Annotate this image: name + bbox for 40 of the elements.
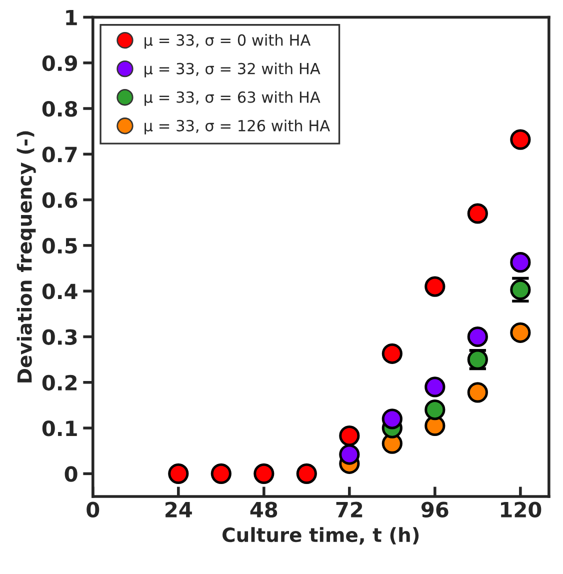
y-tick-label: 0.6	[42, 192, 78, 208]
point	[510, 322, 531, 343]
point	[254, 463, 274, 484]
y-tick-label: 0.1	[42, 420, 77, 436]
y-tick-label: 0.4	[42, 284, 78, 300]
legend-label: μ = 33, σ = 0 with HA	[144, 34, 311, 49]
point	[467, 382, 488, 403]
point	[510, 129, 531, 150]
point	[296, 463, 317, 484]
point	[382, 408, 402, 430]
legend-label: μ = 33, σ = 126 with HA	[144, 120, 330, 134]
x-axis-title: Culture time, t (h)	[222, 527, 419, 545]
y-tick-label: 0.7	[42, 146, 77, 162]
point	[424, 376, 446, 398]
y-tick-label: 1	[66, 10, 77, 26]
y-axis-title: Deviation frequency (-)	[16, 131, 36, 382]
point	[424, 399, 446, 420]
legend-label: μ = 33, σ = 32 with HA	[144, 62, 320, 78]
y-tick-label: 0.8	[42, 100, 78, 117]
y-tick-label: 0.3	[42, 329, 77, 345]
point	[339, 444, 360, 465]
x-tick-label: 0	[86, 502, 100, 518]
point	[210, 463, 232, 484]
x-tick-label: 48	[250, 502, 278, 518]
y-tick-label: 0.5	[42, 238, 77, 254]
point	[339, 425, 360, 446]
y-tick-label: 0	[64, 466, 78, 482]
x-tick-label: 72	[336, 502, 362, 518]
point	[168, 463, 189, 484]
point	[467, 203, 488, 224]
y-tick-label: 0.9	[42, 55, 77, 72]
point	[382, 343, 402, 364]
x-tick-label: 96	[422, 502, 448, 518]
point	[424, 276, 446, 297]
x-tick-label: 120	[501, 502, 542, 518]
x-tick-label: 24	[166, 502, 192, 518]
point	[467, 326, 488, 348]
y-tick-label: 0.2	[42, 374, 77, 391]
point	[510, 252, 531, 273]
legend-label: μ = 33, σ = 63 with HA	[144, 91, 320, 106]
